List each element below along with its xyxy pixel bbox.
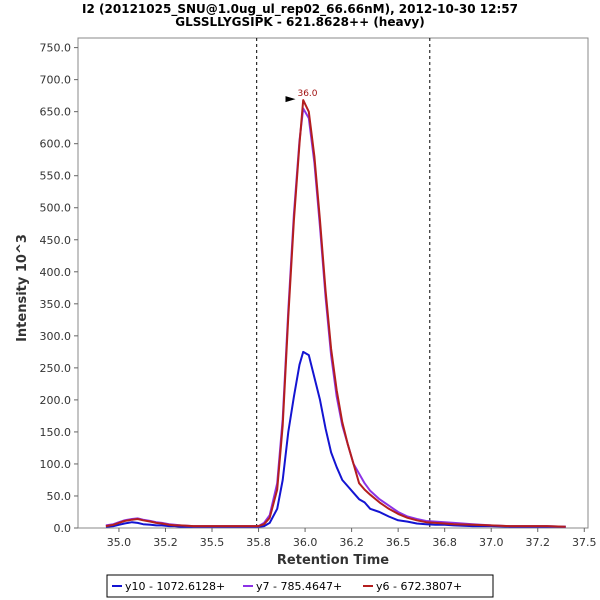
legend-entry: y6 - 672.3807+ <box>376 580 462 593</box>
y-tick-label: 500.0 <box>40 202 72 215</box>
x-tick-label: 37.2 <box>525 536 550 549</box>
y-tick-label: 350.0 <box>40 298 72 311</box>
y-tick-label: 250.0 <box>40 362 72 375</box>
x-tick-label: 36.0 <box>293 536 318 549</box>
y-tick-label: 550.0 <box>40 170 72 183</box>
y-tick-label: 150.0 <box>40 426 72 439</box>
y-tick-label: 200.0 <box>40 394 72 407</box>
x-tick-label: 36.2 <box>339 536 364 549</box>
legend-box <box>106 574 494 598</box>
integration-boundaries <box>256 38 431 528</box>
y-axis: 0.0 50.0 100.0 150.0 200.0 250.0 300.0 350.0 400… <box>40 42 78 535</box>
x-tick-label: 35.5 <box>200 536 225 549</box>
y-tick-label: 700.0 <box>40 74 72 87</box>
x-tick-label: 37.0 <box>479 536 504 549</box>
y-tick-label: 50.0 <box>47 490 72 503</box>
series-line-3 <box>105 99 566 528</box>
legend-entry: y7 - 785.4647+ <box>256 580 342 593</box>
peak-label: 36.0 <box>297 89 317 99</box>
legend-entry: y10 - 1072.6128+ <box>125 580 225 593</box>
y-tick-label: 0.0 <box>54 522 72 535</box>
x-tick-label: 35.0 <box>107 536 132 549</box>
y-tick-label: 450.0 <box>40 234 72 247</box>
x-tick-label: 37.5 <box>572 536 597 549</box>
x-axis: 35.0 35.2 35.5 35.8 36.0 36.2 36.5 36.8 37.0 37.2… <box>107 528 597 549</box>
series-layer <box>105 99 566 528</box>
x-tick-label: 36.5 <box>386 536 411 549</box>
legend: y10 - 1072.6128+ y7 - 785.4647+ y6 - 672.3… <box>106 574 494 598</box>
y-tick-label: 650.0 <box>40 106 72 119</box>
peak-arrow-icon <box>285 96 296 103</box>
x-axis-label: Retention Time <box>277 553 389 568</box>
series-line-1 <box>105 350 566 528</box>
x-tick-label: 35.2 <box>153 536 178 549</box>
y-tick-label: 750.0 <box>40 42 72 55</box>
y-axis-label: Intensity 10^3 <box>15 234 30 342</box>
y-tick-label: 600.0 <box>40 138 72 151</box>
peak-annotation: 36.0 <box>285 89 318 103</box>
y-tick-label: 400.0 <box>40 266 72 279</box>
x-tick-label: 36.8 <box>432 536 457 549</box>
y-tick-label: 100.0 <box>40 458 72 471</box>
chart-title: I2 (20121025_SNU@1.0ug_ul_rep02_66.66nM)… <box>82 2 518 17</box>
plot-area <box>77 37 589 529</box>
x-tick-label: 35.8 <box>246 536 271 549</box>
y-tick-label: 300.0 <box>40 330 72 343</box>
chart-subtitle: GLSSLLYGSIPK - 621.8628++ (heavy) <box>175 15 424 29</box>
